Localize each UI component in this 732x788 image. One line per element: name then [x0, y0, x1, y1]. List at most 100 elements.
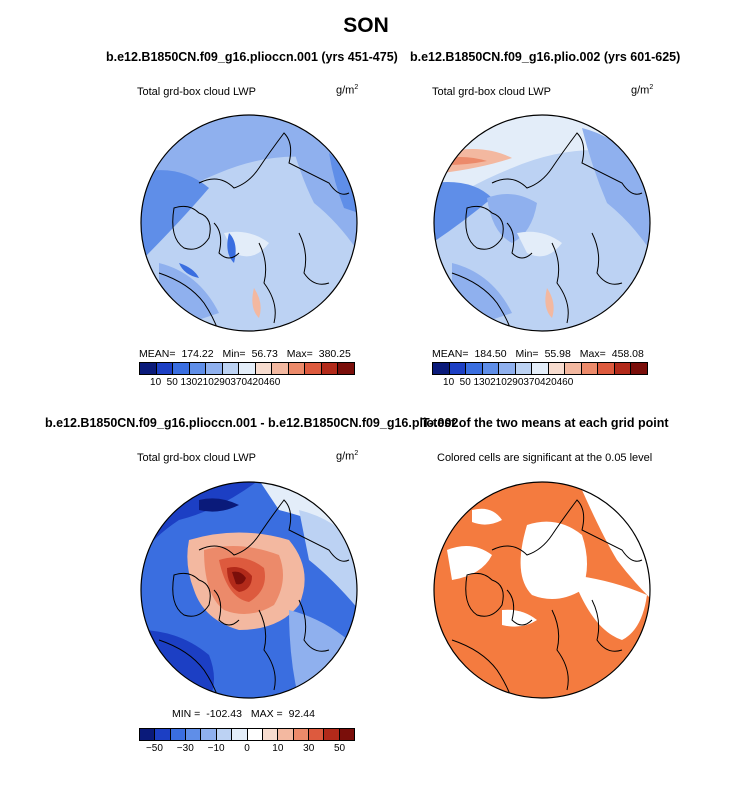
not-significant-region — [447, 546, 492, 580]
panel1-colorbar-tick-label: 50 — [166, 377, 178, 388]
panel3-colorbar-tick-label: 50 — [334, 743, 346, 754]
not-significant-region — [520, 521, 587, 599]
field-region — [447, 157, 487, 165]
panel2-colorbar — [432, 362, 648, 375]
panel2-colorbar-tick-label: 420 — [539, 377, 557, 388]
panel1-colorbar-swatch — [156, 363, 174, 374]
field-region — [517, 231, 562, 257]
panel2-colorbar-swatch — [499, 363, 516, 374]
panel2-colorbar-swatch — [631, 363, 647, 374]
panel1-colorbar-tick-label: 290 — [213, 377, 231, 388]
panel3-colorbar-swatch — [247, 729, 263, 740]
panel1-title: b.e12.B1850CN.f09_g16.plioccn.001 (yrs 4… — [106, 50, 398, 64]
panel1-colorbar-ticks: 10 50 130 210 290 370 420 460 — [139, 377, 353, 389]
panel1-colorbar-swatch — [239, 363, 256, 374]
panel2-stats: MEAN= 184.50 Min= 55.98 Max= 458.08 — [432, 348, 644, 360]
panel4-map — [433, 481, 651, 699]
panel2-colorbar-tick-label: 370 — [523, 377, 541, 388]
panel3-colorbar-swatch — [140, 729, 156, 740]
panel2-colorbar-tick-label: 50 — [459, 377, 471, 388]
panel3-colorbar-swatch — [155, 729, 171, 740]
panel1-colorbar-swatch — [338, 363, 354, 374]
field-region — [141, 170, 209, 263]
panel1-colorbar-tick-label: 420 — [246, 377, 264, 388]
panel1-stats: MEAN= 174.22 Min= 56.73 Max= 380.25 — [139, 348, 351, 360]
figure-title: SON — [343, 14, 389, 37]
panel2-colorbar-swatch — [614, 363, 632, 374]
panel2-colorbar-swatch — [449, 363, 467, 374]
panel3-colorbar-ticks: −50 −30 −10 0 10 30 50 — [139, 743, 353, 755]
panel1-colorbar-swatch — [189, 363, 207, 374]
panel3-colorbar-swatch — [278, 729, 294, 740]
panel2-colorbar-swatch — [433, 363, 450, 374]
panel3-colorbar-swatch — [186, 729, 202, 740]
panel1-colorbar-swatch — [173, 363, 190, 374]
panel3-title: b.e12.B1850CN.f09_g16.plioccn.001 - b.e1… — [45, 416, 459, 430]
panel4-title: T-test of the two means at each grid poi… — [422, 416, 669, 430]
panel3-colorbar-tick-label: −10 — [207, 743, 225, 754]
panel2-colorbar-swatch — [482, 363, 500, 374]
panel3-colorbar-swatch — [170, 729, 187, 740]
panel2-title: b.e12.B1850CN.f09_g16.plio.002 (yrs 601-… — [410, 50, 681, 64]
panel3-map — [140, 481, 358, 699]
panel1-colorbar-swatch — [321, 363, 339, 374]
field-region — [487, 194, 537, 243]
panel3-colorbar-swatch — [293, 729, 309, 740]
panel3-colorbar — [139, 728, 355, 741]
panel2-variable-label: Total grd-box cloud LWP — [432, 86, 552, 98]
panel3-colorbar-tick-label: −50 — [145, 743, 163, 754]
panel1-units: g/m2 — [336, 84, 359, 97]
field-region — [179, 263, 199, 278]
field-region — [199, 498, 239, 512]
panel3-colorbar-swatch — [232, 729, 248, 740]
panel2-colorbar-tick-label: 210 — [490, 377, 507, 388]
coastlines — [158, 499, 350, 698]
panel2-units: g/m2 — [631, 84, 654, 97]
panel3-colorbar-swatch — [339, 729, 355, 740]
field-region — [329, 153, 357, 213]
panel1-colorbar-tick-label: 460 — [263, 377, 281, 388]
panel3-units: g/m2 — [336, 450, 359, 463]
panel2-colorbar-swatch — [466, 363, 483, 374]
panel2-colorbar-tick-label: 460 — [556, 377, 574, 388]
panel3-colorbar-swatch — [262, 729, 279, 740]
panel3-colorbar-tick-label: 0 — [244, 743, 250, 754]
panel3-colorbar-swatch — [308, 729, 325, 740]
panel2-colorbar-swatch — [548, 363, 566, 374]
not-significant-region — [502, 609, 537, 627]
panel1-colorbar-tick-label: 130 — [180, 377, 198, 388]
not-significant-region — [572, 575, 647, 640]
panel2-colorbar-ticks: 10 50 130 210 290 370 420 460 — [432, 377, 646, 389]
panel1-colorbar-swatch — [305, 363, 322, 374]
field-region — [434, 182, 492, 243]
panel2-colorbar-swatch — [581, 363, 599, 374]
field-region — [545, 288, 554, 318]
panel1-colorbar-swatch — [272, 363, 289, 374]
panel1-colorbar-tick-label: 210 — [197, 377, 214, 388]
panel2-colorbar-swatch — [532, 363, 549, 374]
panel2-map — [433, 114, 651, 332]
panel1-map — [140, 114, 358, 332]
coastlines — [158, 132, 350, 331]
panel2-colorbar-tick-label: 10 — [443, 377, 455, 388]
panel1-colorbar-swatch — [206, 363, 223, 374]
panel3-colorbar-swatch — [201, 729, 217, 740]
field-region — [252, 288, 261, 318]
panel1-colorbar-swatch — [140, 363, 157, 374]
panel1-colorbar-tick-label: 370 — [230, 377, 248, 388]
panel3-colorbar-tick-label: 30 — [303, 743, 315, 754]
panel2-colorbar-swatch — [515, 363, 533, 374]
panel1-colorbar — [139, 362, 355, 375]
panel2-colorbar-tick-label: 130 — [473, 377, 491, 388]
panel3-colorbar-tick-label: −30 — [176, 743, 194, 754]
panel1-colorbar-swatch — [288, 363, 306, 374]
not-significant-region — [472, 508, 502, 525]
coastlines — [451, 499, 643, 698]
panel3-colorbar-tick-label: 10 — [272, 743, 284, 754]
panel2-colorbar-swatch — [598, 363, 615, 374]
panel4-subtitle: Colored cells are significant at the 0.0… — [437, 452, 653, 464]
field-region — [289, 133, 357, 253]
panel1-variable-label: Total grd-box cloud LWP — [137, 86, 257, 98]
panel2-colorbar-swatch — [565, 363, 582, 374]
panel1-colorbar-swatch — [222, 363, 240, 374]
